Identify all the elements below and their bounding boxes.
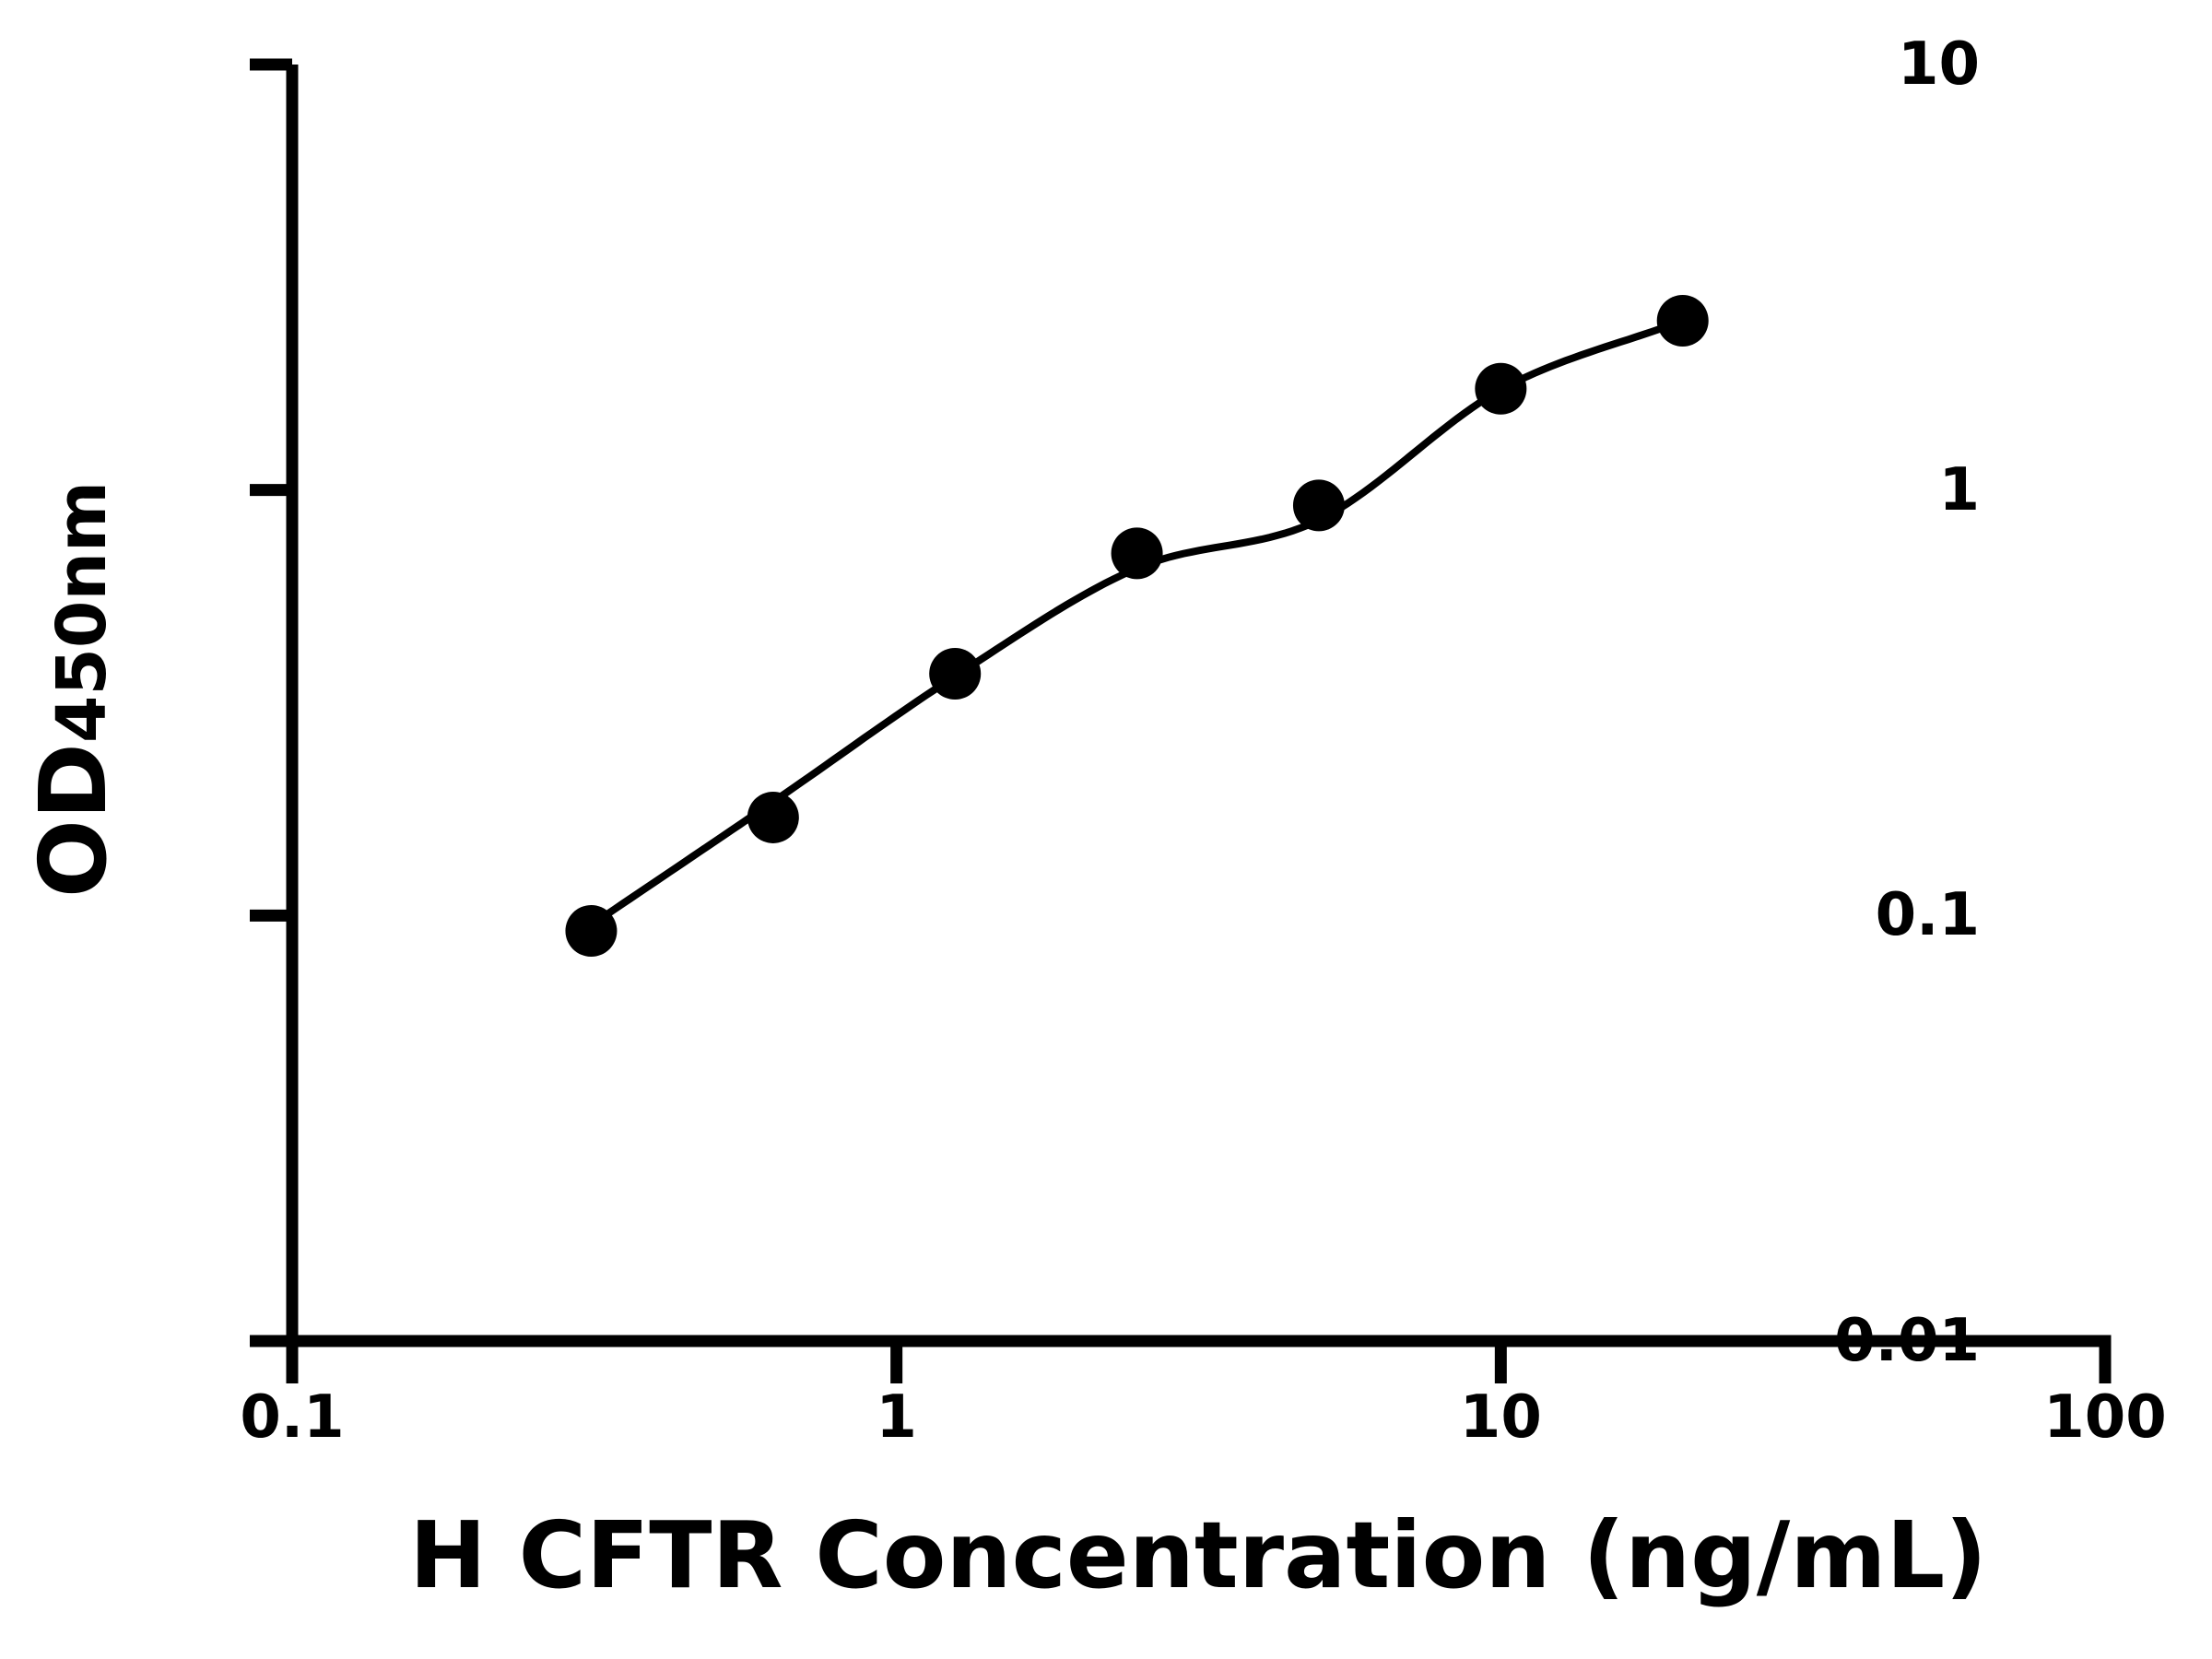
y-tick-label: 1 xyxy=(1938,455,1980,524)
y-axis-title-sub: 450nm xyxy=(42,480,122,744)
x-tick-label: 1 xyxy=(876,1383,917,1452)
data-point-marker xyxy=(747,791,799,843)
x-tick-label: 100 xyxy=(2043,1383,2167,1452)
x-tick-label: 10 xyxy=(1459,1383,1542,1452)
data-point-marker xyxy=(1475,362,1527,415)
data-point-marker xyxy=(1656,294,1709,347)
x-axis-title: H CFTR Concentration (ng/mL) xyxy=(409,1501,1987,1609)
x-tick-label: 0.1 xyxy=(240,1383,345,1452)
data-point-marker xyxy=(565,905,618,958)
data-point-marker xyxy=(1292,479,1345,532)
y-axis-title-main: OD xyxy=(19,743,127,899)
y-tick-label: 0.01 xyxy=(1834,1307,1980,1375)
y-tick-label: 0.1 xyxy=(1875,881,1980,950)
data-point-marker xyxy=(1111,527,1163,580)
y-tick-label: 10 xyxy=(1897,30,1980,99)
data-point-marker xyxy=(929,648,982,700)
y-axis-title: OD450nm xyxy=(19,480,127,898)
